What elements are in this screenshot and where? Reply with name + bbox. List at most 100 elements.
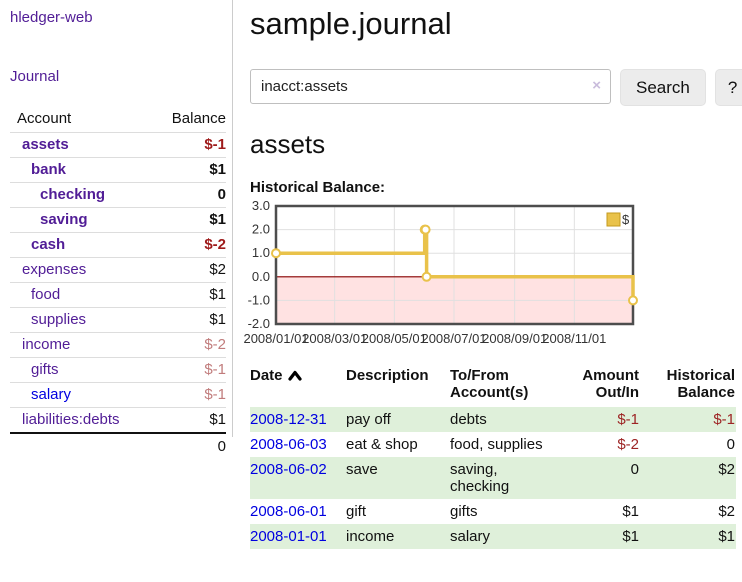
x-tick-label: 2008/01/01	[243, 331, 308, 346]
transaction-date-link[interactable]: 2008-12-31	[250, 411, 327, 428]
transaction-row: 2008-06-03 eat & shop food, supplies $-2…	[250, 432, 736, 457]
account-balance: $-2	[148, 332, 226, 358]
transaction-balance: $2	[718, 461, 735, 478]
account-balance: $-1	[148, 382, 226, 408]
sort-ascending-icon	[287, 370, 302, 381]
account-link[interactable]: liabilities:debts	[22, 411, 120, 428]
account-column-header: Account	[17, 110, 72, 127]
account-link[interactable]: salary	[31, 386, 72, 403]
historical-balance-chart: $3.0 2.0 1.0 0.0 -1.0 -2.0 2008/01/01 2008/03/0…	[243, 198, 742, 352]
y-tick-label: 1.0	[252, 245, 270, 260]
x-tick-label: 2008/07/01	[421, 331, 486, 346]
transaction-accounts: debts	[450, 411, 487, 428]
transaction-date-link[interactable]: 2008-06-02	[250, 461, 327, 478]
transaction-row: 2008-12-31 pay off debts $-1 $-1	[250, 407, 736, 432]
transaction-date-link[interactable]: 2008-06-03	[250, 436, 327, 453]
transaction-date-link[interactable]: 2008-01-01	[250, 528, 327, 545]
date-column-header[interactable]: Date	[250, 365, 346, 407]
account-link[interactable]: assets	[22, 136, 69, 153]
account-link[interactable]: supplies	[31, 311, 87, 328]
transaction-amount: $-2	[617, 436, 639, 453]
account-row: supplies $1	[10, 307, 226, 333]
transaction-balance: 0	[726, 436, 735, 453]
tofrom-column-header: To/From Account(s)	[450, 367, 529, 401]
accounts-table-header: Account Balance	[10, 106, 226, 133]
transaction-amount: $1	[622, 528, 639, 545]
sidebar: hledger-web Journal Account Balance asse…	[0, 0, 233, 459]
transaction-row: 2008-06-02 save saving, checking 0 $2	[250, 457, 736, 499]
account-row: gifts $-1	[10, 357, 226, 383]
account-link[interactable]: saving	[40, 211, 88, 228]
amount-column-header: Amount Out/In	[582, 367, 639, 401]
account-row: saving $1	[10, 207, 226, 233]
transaction-amount: 0	[630, 461, 639, 478]
y-tick-label: 0.0	[252, 269, 270, 284]
transaction-description: income	[346, 528, 395, 545]
y-tick-label: -1.0	[248, 292, 270, 307]
account-balance: 0	[148, 182, 226, 208]
x-tick-label: 2008/05/01	[362, 331, 427, 346]
account-row: bank $1	[10, 157, 226, 183]
description-column-header: Description	[346, 367, 429, 384]
account-balance: $1	[148, 407, 226, 433]
account-link[interactable]: income	[22, 336, 71, 353]
account-link[interactable]: cash	[31, 236, 66, 253]
account-balance: $-1	[148, 132, 226, 158]
y-tick-label: 3.0	[252, 198, 270, 213]
transaction-accounts: food, supplies	[450, 436, 543, 453]
account-link[interactable]: expenses	[22, 261, 87, 278]
transaction-description: save	[346, 461, 378, 478]
account-balance: $1	[148, 282, 226, 308]
search-button[interactable]: Search	[620, 69, 706, 106]
accounts-table: Account Balance assets $-1 bank $1 check…	[10, 106, 226, 459]
transactions-header-row: Date Description To/From Account(s) Amou…	[250, 365, 736, 407]
transaction-description: gift	[346, 503, 367, 520]
transaction-accounts: saving, checking	[450, 461, 510, 495]
data-point-marker	[420, 224, 431, 235]
app-brand-link[interactable]: hledger-web	[10, 9, 93, 26]
y-tick-label: -2.0	[248, 316, 270, 331]
accounts-total-balance: 0	[148, 432, 226, 459]
data-point-marker	[271, 248, 281, 259]
search-form: × Search ?	[250, 69, 742, 106]
data-point-marker	[628, 295, 638, 306]
clear-search-icon[interactable]: ×	[592, 77, 601, 94]
chart-heading: Historical Balance:	[250, 179, 386, 196]
search-input-wrap: ×	[250, 69, 611, 104]
account-row: salary $-1	[10, 382, 226, 408]
plot-border	[274, 204, 635, 326]
spacer	[10, 432, 149, 459]
transaction-amount: $-1	[617, 411, 639, 428]
transaction-balance: $-1	[713, 411, 735, 428]
transaction-balance: $1	[718, 528, 735, 545]
account-balance: $-1	[148, 357, 226, 383]
legend-swatch	[606, 212, 621, 227]
account-row: expenses $2	[10, 257, 226, 283]
transaction-row: 2008-06-01 gift gifts $1 $2	[250, 499, 736, 524]
y-tick-label: 2.0	[252, 222, 270, 237]
balance-column-header: Balance	[171, 110, 226, 127]
account-row: income $-2	[10, 332, 226, 358]
account-balance: $1	[148, 307, 226, 333]
legend-label: $	[622, 212, 630, 227]
transactions-table: Date Description To/From Account(s) Amou…	[250, 365, 736, 549]
sidebar-item-journal[interactable]: Journal	[10, 68, 60, 85]
account-link[interactable]: gifts	[31, 361, 59, 378]
account-link[interactable]: bank	[31, 161, 67, 178]
balance-column-header: Historical Balance	[666, 367, 735, 401]
account-balance: $2	[148, 257, 226, 283]
account-link[interactable]: checking	[40, 186, 106, 203]
help-button[interactable]: ?	[714, 69, 742, 106]
account-balance: $1	[148, 207, 226, 233]
transaction-description: eat & shop	[346, 436, 418, 453]
x-tick-label: 2008/03/01	[302, 331, 367, 346]
search-input[interactable]	[250, 69, 611, 104]
transaction-description: pay off	[346, 411, 391, 428]
account-link[interactable]: food	[31, 286, 61, 303]
data-point-marker	[421, 271, 432, 282]
transaction-accounts: salary	[450, 528, 491, 545]
account-balance: $-2	[148, 232, 226, 258]
account-row: checking 0	[10, 182, 226, 208]
transaction-date-link[interactable]: 2008-06-01	[250, 503, 327, 520]
main-content: sample.journal × Search ? assets Histori…	[243, 0, 742, 549]
